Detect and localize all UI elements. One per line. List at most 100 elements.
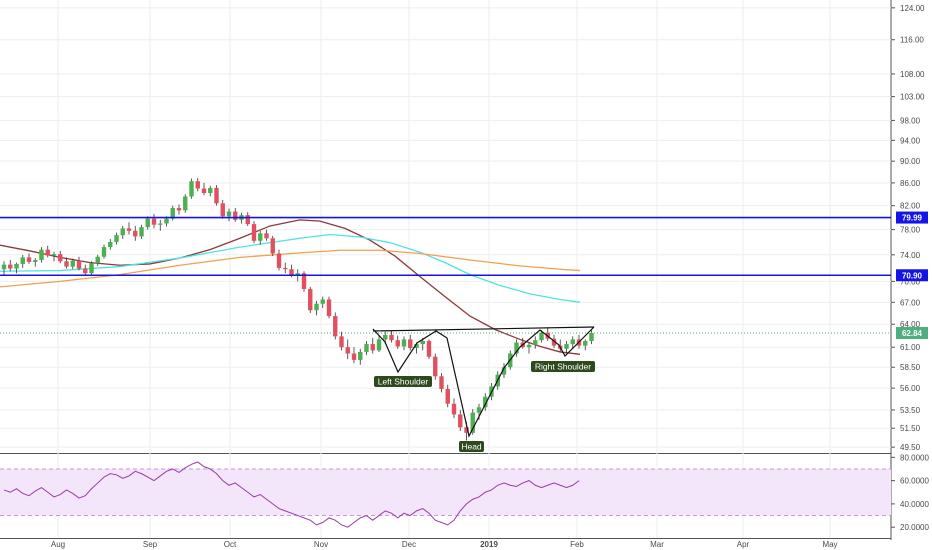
- level-badge-bg: [896, 211, 928, 224]
- candle-body: [483, 396, 488, 408]
- candle-body: [326, 299, 332, 317]
- candle-body: [251, 224, 257, 241]
- candle: [401, 336, 407, 351]
- time-tick-label: Aug: [51, 540, 65, 549]
- ma-slow-line: [0, 219, 581, 355]
- candle-body: [283, 267, 288, 270]
- level-badge: 79.99: [896, 211, 928, 224]
- candle: [39, 247, 44, 263]
- candle: [358, 348, 363, 365]
- candle: [145, 216, 150, 230]
- candle: [564, 340, 569, 354]
- candle-body: [126, 228, 132, 231]
- candle-body: [383, 334, 388, 340]
- price-tick-label: 53.50: [900, 406, 921, 415]
- time-axis: Aug Sep Oct Nov Dec 2019 Feb Mar Apr May: [51, 540, 838, 549]
- neckline: [372, 326, 595, 332]
- level-badge: 70.90: [896, 269, 928, 282]
- candle-body: [439, 376, 444, 389]
- candle: [151, 213, 157, 229]
- rsi-tick-label: 40.0000: [900, 500, 929, 509]
- candle-body: [551, 338, 557, 346]
- time-tick-label: May: [822, 540, 837, 549]
- candle: [514, 339, 519, 357]
- candle: [483, 393, 488, 411]
- candle-body: [26, 257, 32, 262]
- candle: [26, 253, 32, 264]
- candle-body: [389, 334, 394, 341]
- pattern-outline: [372, 326, 595, 438]
- candle: [439, 372, 444, 393]
- candle-body: [339, 336, 344, 348]
- candle: [364, 340, 369, 356]
- candle: [45, 245, 50, 258]
- candle: [445, 384, 450, 408]
- candle: [89, 261, 94, 276]
- candle-body: [220, 203, 225, 217]
- candle: [126, 222, 132, 235]
- candle: [320, 296, 325, 309]
- candle-body: [76, 260, 82, 269]
- price-tick-label: 56.00: [900, 384, 921, 393]
- candle: [370, 337, 375, 354]
- candle-body: [358, 351, 363, 360]
- time-tick-label: 2019: [480, 540, 498, 549]
- candle-body: [101, 247, 107, 257]
- price-tick-label: 74.00: [900, 251, 921, 260]
- candle-body: [145, 218, 150, 228]
- pattern-annotations: Left Shoulder Head Right Shoulder: [374, 361, 595, 452]
- ma-cyan-line: [0, 233, 581, 303]
- candle-body: [533, 340, 538, 345]
- candle-body: [14, 263, 19, 269]
- right-shoulder-annotation: Right Shoulder: [531, 361, 595, 372]
- left-shoulder-label: Left Shoulder: [378, 377, 429, 387]
- candle: [339, 331, 344, 351]
- price-tick-label: 108.00: [900, 70, 925, 79]
- horizontal-levels: [0, 216, 891, 334]
- candle-body: [433, 356, 438, 377]
- candle-body: [120, 228, 125, 236]
- candle: [376, 334, 382, 352]
- price-tick-label: 70.00: [900, 277, 921, 286]
- candle-body: [70, 260, 75, 267]
- price-tick-label: 78.00: [900, 226, 921, 235]
- candle-body: [314, 303, 319, 311]
- candle: [539, 330, 544, 343]
- candle: [264, 229, 269, 241]
- candle-body: [395, 340, 400, 347]
- candle-body: [114, 235, 119, 243]
- candle-body: [564, 344, 569, 349]
- candle: [276, 249, 282, 271]
- candle-body: [133, 230, 138, 237]
- candle: [270, 235, 275, 257]
- time-tick-label: Mar: [650, 540, 664, 549]
- candle: [345, 339, 350, 360]
- candle-body: [451, 403, 457, 415]
- candle-body: [426, 340, 432, 357]
- candle-body: [270, 238, 275, 254]
- candle: [201, 182, 207, 196]
- candle: [158, 219, 163, 231]
- candle: [333, 312, 338, 340]
- candle: [526, 342, 532, 354]
- candle: [176, 204, 182, 215]
- candle-body: [445, 388, 450, 404]
- candle: [108, 238, 113, 250]
- candle: [283, 262, 288, 274]
- candle: [114, 232, 119, 245]
- candle-body: [20, 257, 25, 264]
- candle: [451, 398, 457, 419]
- candle: [395, 335, 400, 349]
- candle: [389, 330, 394, 343]
- level-badge-label: 79.99: [902, 214, 923, 223]
- candle: [58, 250, 63, 264]
- last-price-badge-label: 62.84: [902, 329, 923, 338]
- candle-body: [245, 215, 250, 225]
- head-label: Head: [461, 442, 482, 452]
- price-tick-label: 86.00: [900, 179, 921, 188]
- price-tick-label: 124.00: [900, 4, 925, 13]
- candle-body: [64, 261, 69, 267]
- rsi-tick-label: 60.0000: [900, 477, 929, 486]
- candle: [458, 409, 463, 431]
